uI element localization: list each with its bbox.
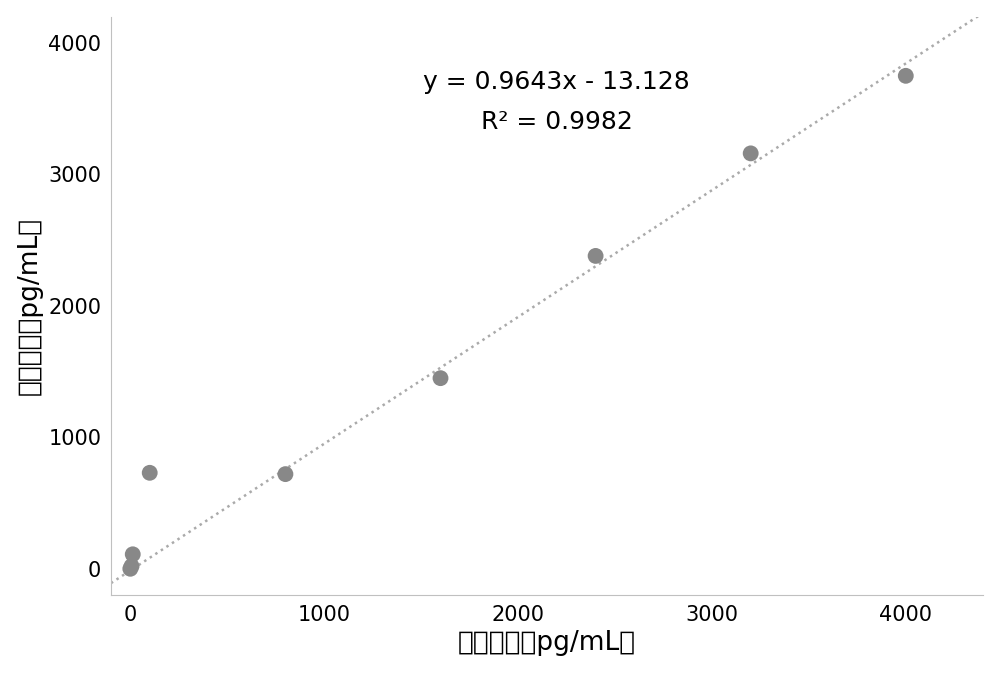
- Point: [433, 373, 449, 384]
- Text: y = 0.9643x - 13.128: y = 0.9643x - 13.128: [423, 71, 690, 94]
- Point: [277, 468, 293, 479]
- Point: [122, 563, 138, 574]
- Text: R² = 0.9982: R² = 0.9982: [481, 110, 633, 134]
- Point: [743, 148, 759, 159]
- Point: [125, 549, 141, 560]
- Y-axis label: 检测浓度（pg/mL）: 检测浓度（pg/mL）: [17, 217, 43, 395]
- X-axis label: 理论浓度（pg/mL）: 理论浓度（pg/mL）: [458, 631, 636, 656]
- Point: [588, 250, 604, 261]
- Point: [124, 561, 140, 571]
- Point: [142, 468, 158, 479]
- Point: [898, 71, 914, 81]
